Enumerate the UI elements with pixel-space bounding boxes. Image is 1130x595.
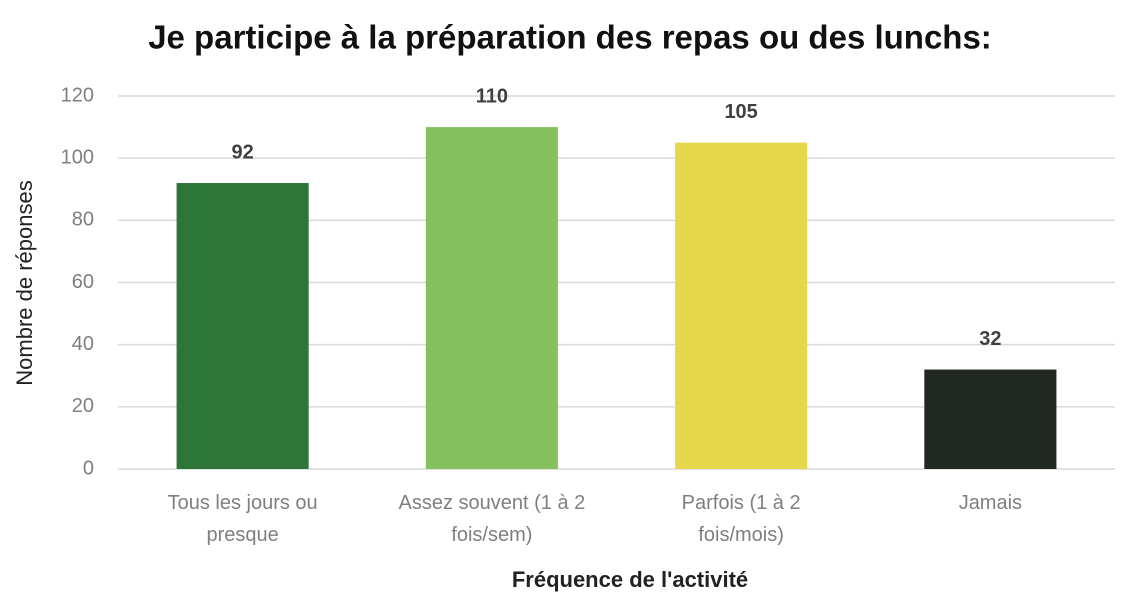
x-tick-label: Tous les jours ou presque <box>167 492 318 546</box>
y-tick-label: 40 <box>72 333 94 355</box>
x-tick-label: Jamais <box>958 492 1023 514</box>
data-label: 32 <box>979 328 1001 350</box>
bar <box>675 142 808 469</box>
y-axis-label: Nombre de réponses <box>12 180 37 385</box>
data-label: 105 <box>724 101 757 123</box>
x-axis-label: Fréquence de l'activité <box>512 567 748 592</box>
chart-title: Je participe à la préparation des repas … <box>148 19 992 56</box>
x-tick-label: Parfois (1 à 2 fois/mois) <box>681 492 801 546</box>
y-tick-label: 80 <box>72 209 94 231</box>
data-label: 110 <box>476 85 508 107</box>
y-tick-label: 20 <box>72 395 94 417</box>
y-tick-label: 120 <box>61 84 94 106</box>
y-tick-label: 100 <box>61 146 94 168</box>
y-tick-label: 0 <box>83 457 94 479</box>
x-tick-label: Assez souvent (1 à 2 fois/sem) <box>398 492 586 546</box>
bar <box>176 183 309 470</box>
y-tick-label: 60 <box>72 271 94 293</box>
bar <box>425 127 558 469</box>
bar <box>924 369 1057 469</box>
data-label: 92 <box>232 141 254 163</box>
